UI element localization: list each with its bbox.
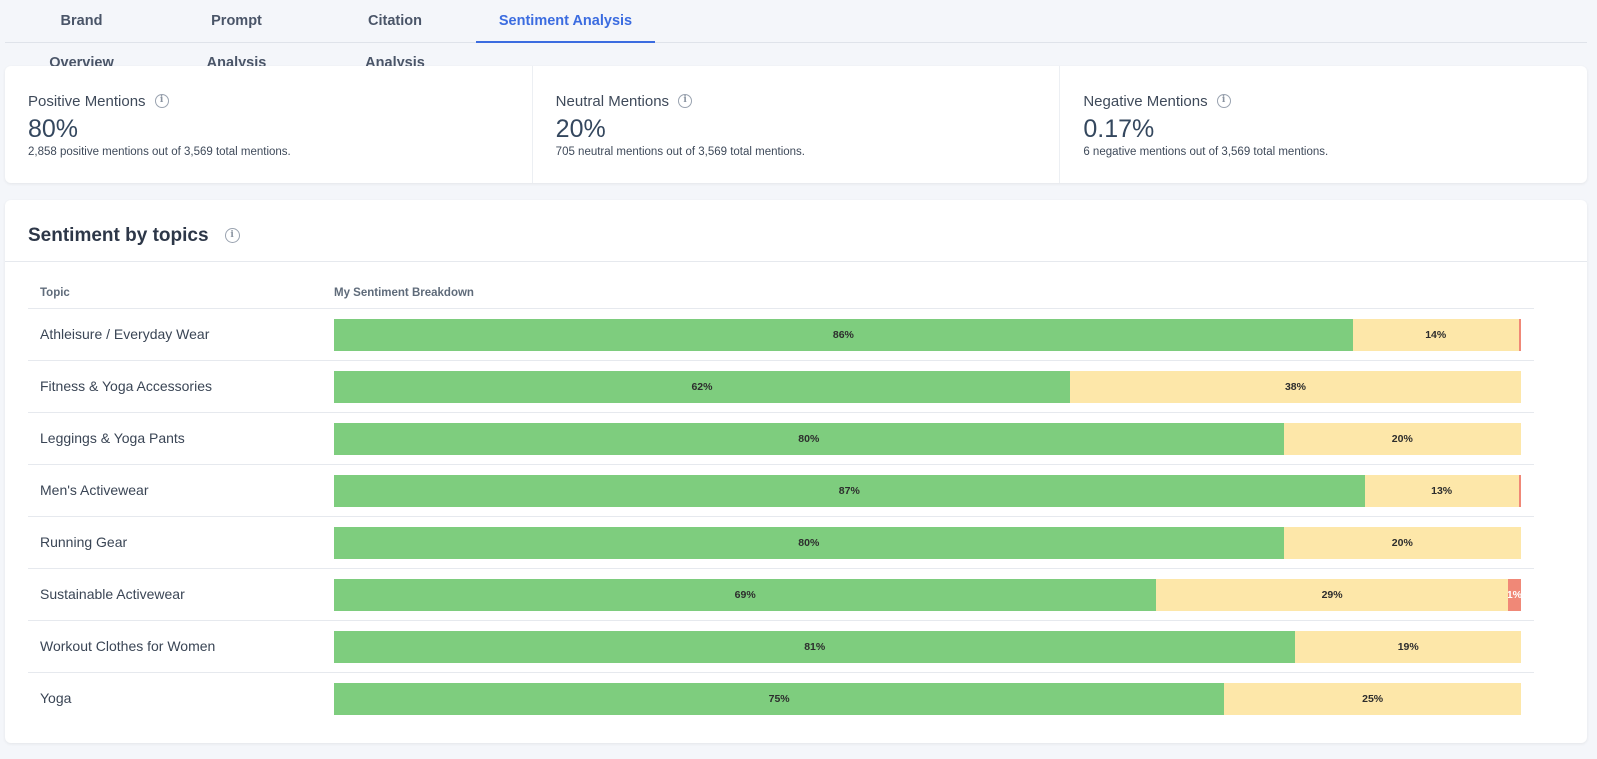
sentiment-by-topics-panel: Sentiment by topics i Topic My Sentiment…	[5, 200, 1587, 743]
stat-label-positive: Positive Mentions i	[28, 92, 532, 110]
bar-segment-positive[interactable]: 86%	[334, 319, 1353, 351]
topic-name: Athleisure / Everyday Wear	[40, 326, 210, 342]
table-row[interactable]: Athleisure / Everyday Wear 86% 14%	[28, 309, 1534, 361]
bar-segment-positive[interactable]: 69%	[334, 579, 1157, 611]
bar-segment-positive[interactable]: 87%	[334, 475, 1365, 507]
stat-title: Neutral Mentions	[555, 92, 670, 110]
bar-segment-positive[interactable]: 80%	[334, 423, 1284, 455]
sentiment-bar[interactable]: 87% 13%	[334, 475, 1521, 507]
topic-name: Fitness & Yoga Accessories	[40, 378, 212, 394]
table-row[interactable]: Men's Activewear 87% 13%	[28, 465, 1534, 517]
stat-label-neutral: Neutral Mentions i	[556, 92, 1060, 110]
sentiment-stats: Positive Mentions i 80% 2,858 positive m…	[5, 66, 1587, 183]
table-row[interactable]: Leggings & Yoga Pants 80% 20%	[28, 413, 1534, 465]
bar-segment-neutral[interactable]: 38%	[1069, 371, 1521, 403]
stat-card-positive: Positive Mentions i 80% 2,858 positive m…	[5, 66, 533, 183]
bar-segment-neutral[interactable]: 19%	[1295, 631, 1521, 663]
stat-value: 20%	[555, 115, 606, 143]
topic-name: Leggings & Yoga Pants	[40, 430, 185, 446]
tab-citation-analysis[interactable]: Citation Analysis	[365, 13, 425, 71]
stat-description: 6 negative mentions out of 3,569 total m…	[1083, 146, 1329, 158]
bar-segment-neutral[interactable]: 13%	[1364, 475, 1519, 507]
table-row[interactable]: Sustainable Activewear 69%29%1%	[28, 569, 1534, 621]
info-icon[interactable]: i	[154, 94, 169, 108]
table-header: Topic My Sentiment Breakdown	[28, 278, 1534, 309]
panel-header: Sentiment by topics i	[5, 200, 1587, 262]
bar-segment-negative[interactable]: 1%	[1507, 579, 1521, 611]
stat-title: Negative Mentions	[1083, 92, 1208, 110]
topic-name: Running Gear	[40, 534, 128, 550]
bar-segment-positive[interactable]: 80%	[334, 527, 1284, 559]
tab-brand-overview[interactable]: Brand Overview	[49, 13, 114, 71]
sentiment-bar[interactable]: 80% 20%	[334, 423, 1521, 455]
bar-segment-negative[interactable]	[1518, 475, 1521, 507]
table-row[interactable]: Yoga 75% 25%	[28, 673, 1534, 725]
info-icon[interactable]: i	[1216, 94, 1231, 108]
bar-segment-neutral[interactable]: 25%	[1224, 683, 1521, 715]
topic-name: Yoga	[40, 690, 72, 706]
sentiment-bar[interactable]: 81% 19%	[334, 631, 1521, 663]
topic-name: Men's Activewear	[40, 482, 149, 498]
info-icon[interactable]: i	[678, 94, 693, 108]
topics-table: Topic My Sentiment Breakdown Athleisure …	[28, 278, 1534, 725]
bar-segment-neutral[interactable]: 14%	[1352, 319, 1519, 351]
stat-description: 2,858 positive mentions out of 3,569 tot…	[28, 146, 291, 158]
panel-title: Sentiment by topics	[28, 224, 209, 246]
stat-card-neutral: Neutral Mentions i 20% 705 neutral menti…	[533, 66, 1061, 183]
bar-segment-neutral[interactable]: 29%	[1156, 579, 1508, 611]
column-header-breakdown[interactable]: My Sentiment Breakdown	[334, 287, 474, 299]
bar-segment-positive[interactable]: 62%	[334, 371, 1070, 403]
bar-segment-neutral[interactable]: 20%	[1283, 527, 1521, 559]
table-row[interactable]: Workout Clothes for Women 81% 19%	[28, 621, 1534, 673]
sentiment-bar[interactable]: 62% 38%	[334, 371, 1521, 403]
stat-value: 80%	[28, 115, 79, 143]
tab-sentiment-analysis[interactable]: Sentiment Analysis	[476, 0, 655, 43]
stat-label-negative: Negative Mentions i	[1083, 92, 1587, 110]
stat-value: 0.17%	[1083, 115, 1155, 143]
column-header-topic[interactable]: Topic	[40, 287, 70, 299]
topic-name: Workout Clothes for Women	[40, 638, 216, 654]
sentiment-bar[interactable]: 69%29%1%	[334, 579, 1521, 611]
sentiment-bar[interactable]: 75% 25%	[334, 683, 1521, 715]
table-row[interactable]: Fitness & Yoga Accessories 62% 38%	[28, 361, 1534, 413]
bar-segment-positive[interactable]: 81%	[334, 631, 1296, 663]
bar-segment-positive[interactable]: 75%	[334, 683, 1225, 715]
table-row[interactable]: Running Gear 80% 20%	[28, 517, 1534, 569]
bar-segment-negative[interactable]	[1518, 319, 1521, 351]
sentiment-bar[interactable]: 80% 20%	[334, 527, 1521, 559]
stat-title: Positive Mentions	[28, 92, 146, 110]
tab-prompt-analysis[interactable]: Prompt Analysis	[206, 13, 267, 71]
tab-bar: Brand Overview Prompt Analysis Citation …	[5, 0, 1587, 71]
stat-card-negative: Negative Mentions i 0.17% 6 negative men…	[1060, 66, 1587, 183]
stat-description: 705 neutral mentions out of 3,569 total …	[555, 146, 805, 158]
table-body: Athleisure / Everyday Wear 86% 14% Fitness …	[28, 309, 1534, 725]
info-icon[interactable]: i	[224, 228, 240, 243]
topic-name: Sustainable Activewear	[40, 586, 185, 602]
sentiment-bar[interactable]: 86% 14%	[334, 319, 1521, 351]
bar-segment-neutral[interactable]: 20%	[1283, 423, 1521, 455]
